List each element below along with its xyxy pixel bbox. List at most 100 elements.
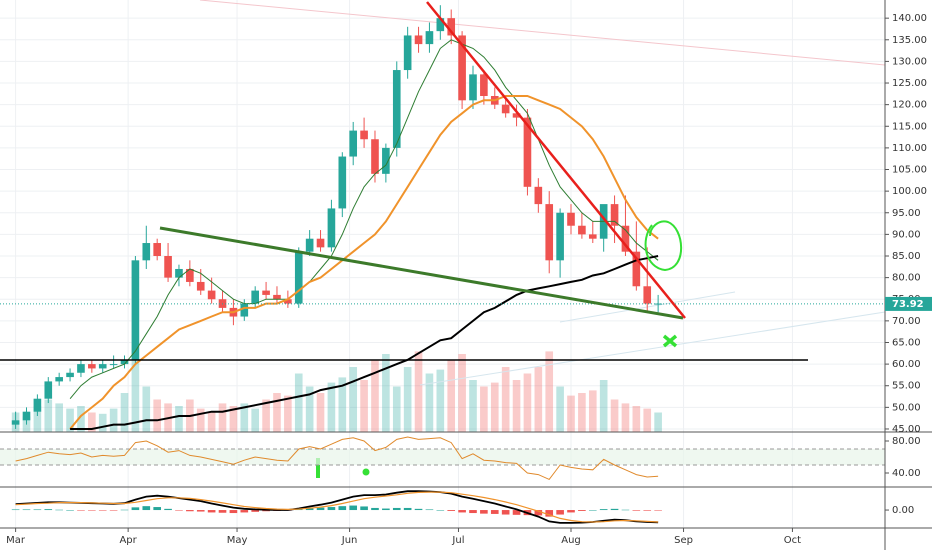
macd-histogram-bar [11, 509, 20, 511]
macd-histogram-bar [66, 510, 74, 511]
y-tick-label: 120.00 [892, 100, 927, 111]
macd-histogram-bar [44, 509, 53, 511]
y-tick-label: 125.00 [892, 78, 927, 89]
candle-body [196, 281, 205, 291]
macd-histogram-bar [621, 509, 630, 511]
macd-histogram-bar [294, 509, 303, 511]
volume-bar [55, 403, 63, 432]
x-tick-label: May [227, 535, 248, 546]
macd-histogram-bar [22, 509, 31, 511]
candle-body [458, 35, 466, 101]
macd-histogram-bar [588, 510, 597, 511]
macd-histogram-bar [98, 510, 107, 511]
moving-average [70, 255, 659, 430]
macd-histogram-bar [643, 510, 652, 511]
candle-body [349, 130, 358, 157]
macd-histogram-bar [425, 509, 434, 511]
macd-histogram-bar [447, 510, 456, 511]
volume-bar [447, 360, 456, 432]
volume-bar [207, 412, 216, 432]
candle-body [523, 117, 532, 187]
y-tick-label: 80.00 [892, 273, 921, 284]
macd-histogram-bar [414, 508, 423, 511]
y-tick-label: 110.00 [892, 143, 927, 154]
candle-body [240, 303, 249, 317]
macd-histogram-bar [469, 510, 477, 514]
rsi-tick-label: 40.00 [892, 468, 921, 479]
x-tick-label: Mar [6, 535, 26, 546]
volume-bar [621, 403, 630, 432]
macd-histogram-bar [153, 507, 161, 511]
volume-bar [175, 406, 183, 432]
last-price-label: 73.92 [892, 299, 924, 310]
candle-body [327, 208, 336, 248]
rsi-marker [316, 458, 320, 478]
volume-bar [382, 354, 390, 432]
y-tick-label: 100.00 [892, 186, 927, 197]
volume-bar [88, 412, 96, 432]
macd-histogram-bar [382, 508, 390, 511]
volume-bar [556, 386, 564, 432]
candle-body [360, 130, 368, 140]
macd-histogram-bar [262, 510, 270, 512]
macd-histogram-bar [305, 508, 314, 511]
candle-body [534, 186, 543, 205]
volume-bar [218, 403, 227, 432]
macd-histogram-bar [578, 510, 586, 511]
volume-bar [469, 380, 477, 432]
candle-body [284, 299, 292, 304]
candle-body [501, 104, 510, 114]
y-tick-label: 115.00 [892, 121, 927, 132]
volume-bar [305, 386, 314, 432]
volume-bar [240, 403, 249, 432]
candle-body [578, 225, 586, 235]
candle-body [142, 243, 151, 261]
volume-bar [44, 399, 53, 432]
candle-body [447, 18, 456, 36]
candle-body [512, 113, 521, 118]
candle-body [305, 238, 314, 252]
candle-body [207, 290, 216, 300]
volume-bar [77, 406, 85, 432]
volume-bar [599, 380, 608, 432]
rsi-line [15, 436, 659, 481]
volume-bar [632, 406, 641, 432]
candle-body [567, 212, 575, 226]
macd-histogram-bar [316, 507, 325, 511]
volume-bar [371, 360, 379, 432]
volume-bar [610, 399, 619, 432]
candle-body [382, 147, 390, 174]
macd-histogram-bar [327, 507, 336, 511]
volume-bar [458, 354, 466, 432]
moving-average [69, 39, 659, 400]
volume-bar [284, 395, 292, 432]
macd-histogram-bar [55, 509, 63, 511]
macd-histogram-bar [207, 510, 216, 513]
candle-body [273, 294, 281, 300]
x-tick-label: Sep [674, 535, 693, 546]
volume-bar [327, 382, 336, 432]
candle-body [164, 256, 172, 278]
macd-histogram-bar [632, 510, 641, 511]
volume-bar [131, 360, 140, 432]
macd-histogram-bar [240, 510, 249, 513]
trend-line [426, 1, 686, 319]
volume-bar [349, 367, 358, 432]
macd-histogram-bar [501, 510, 510, 515]
candle-body [643, 286, 652, 304]
signal-line [15, 491, 659, 523]
candle-body [120, 359, 129, 365]
volume-bar [120, 393, 129, 432]
macd-histogram-bar [545, 510, 554, 517]
candle-body [88, 364, 96, 369]
candle-body [414, 35, 423, 45]
y-tick-label: 65.00 [892, 337, 921, 348]
macd-histogram-bar [480, 510, 488, 514]
y-tick-label: 55.00 [892, 381, 921, 392]
volume-bar [153, 399, 161, 432]
volume-bar [588, 390, 597, 432]
volume-bar [523, 373, 532, 432]
candle-body [425, 31, 434, 45]
volume-bar [534, 367, 543, 432]
macd-histogram-bar [229, 510, 238, 514]
